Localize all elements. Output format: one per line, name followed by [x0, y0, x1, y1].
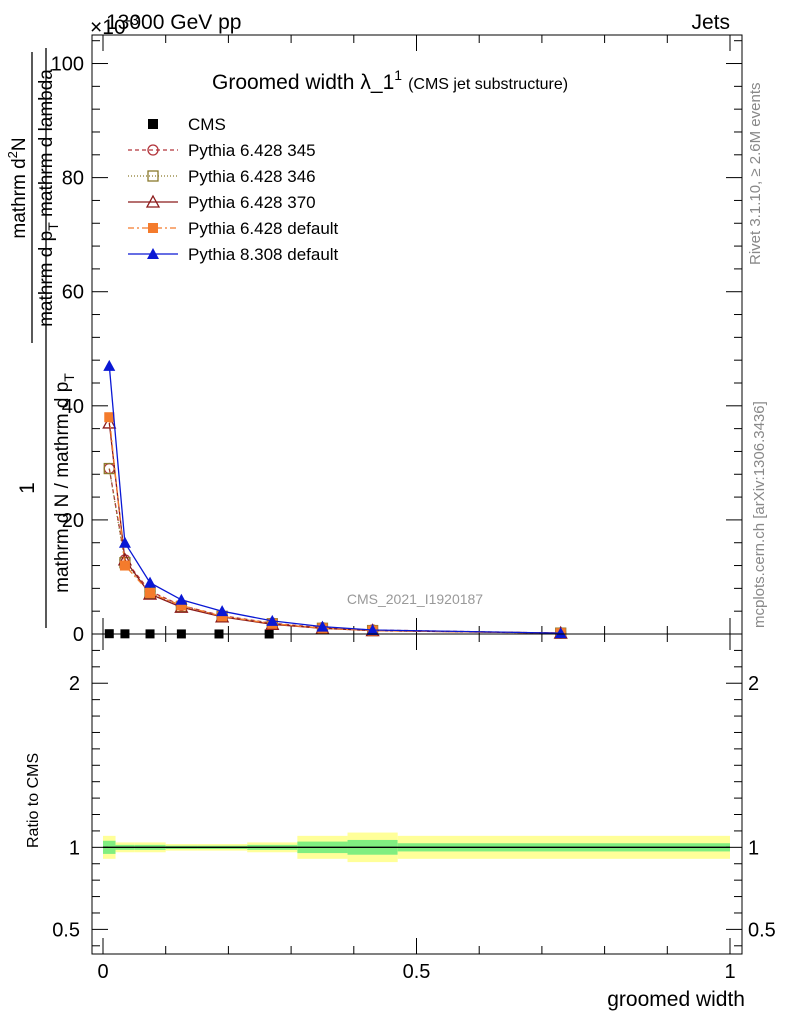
data-point	[103, 359, 116, 371]
header-energy: 13000 GeV pp	[106, 11, 241, 34]
rivet-label: Rivet 3.1.10, ≥ 2.6M events	[747, 83, 764, 266]
plot-title: Groomed width λ_11(CMS jet substructure)	[212, 67, 568, 94]
legend-item: Pythia 6.428 default	[128, 219, 339, 238]
series-line	[108, 365, 561, 634]
data-point	[176, 600, 187, 611]
main-ytick-label: 60	[62, 282, 84, 304]
ylabel-num-bottom: mathrm d pT mathrm d lambda	[36, 69, 61, 327]
ratio-axes: 0.5 0.5 1 1 2 2 0 0.5 1	[52, 634, 776, 983]
main-ylabel: 1 mathrm d N / mathrm d pT mathrm d2N ma…	[5, 48, 77, 628]
data-point	[366, 624, 379, 636]
ylabel-numerator-one: 1	[16, 482, 39, 494]
ratio-xtick-label: 1	[724, 961, 735, 983]
data-point	[147, 248, 159, 259]
main-ytick-label: 80	[62, 168, 84, 190]
ratio-ytick-label-right: 0.5	[748, 919, 776, 941]
data-point	[217, 611, 228, 622]
series-pythia-8-308-default	[103, 359, 567, 639]
data-point	[119, 560, 130, 571]
series-pythia-6-428-345	[103, 462, 567, 639]
data-point	[148, 223, 158, 233]
legend-label: Pythia 6.428 346	[188, 167, 316, 186]
legend-label: Pythia 6.428 default	[188, 219, 339, 238]
ylabel-num-top: mathrm d2N	[5, 137, 30, 238]
series-pythia-6-428-346	[103, 462, 567, 639]
ratio-ytick-label-right: 2	[748, 673, 759, 695]
data-point	[147, 144, 159, 156]
main-series	[102, 359, 568, 639]
data-point	[175, 593, 188, 605]
main-panel: 0 20 40 60 80 100 CMS_2021_I1920187 Groomed w…	[51, 34, 743, 646]
data-point	[216, 605, 229, 617]
data-point	[145, 194, 161, 208]
series-pythia-6-428-370	[102, 415, 568, 639]
data-point	[104, 412, 115, 423]
main-ytick-label: 20	[62, 510, 84, 532]
data-point	[145, 587, 156, 598]
ratio-ylabel: Ratio to CMS	[25, 753, 42, 848]
mcplots-label: mcplots.cern.ch [arXiv:1306.3436]	[751, 401, 768, 628]
main-axes: 0 20 40 60 80 100	[51, 35, 742, 646]
ratio-ytick-label-left: 2	[69, 673, 80, 695]
data-point	[148, 119, 158, 129]
legend-item: Pythia 6.428 345	[128, 141, 316, 160]
ratio-ytick-label-right: 1	[748, 837, 759, 859]
ylabel-denominator: mathrm d N / mathrm d pT	[52, 373, 77, 593]
data-point	[554, 627, 567, 639]
legend-label: Pythia 6.428 370	[188, 193, 316, 212]
data-point	[102, 415, 117, 429]
legend-item: Pythia 8.308 default	[128, 245, 339, 264]
legend-label: Pythia 8.308 default	[188, 245, 339, 264]
header-process: Jets	[691, 11, 730, 34]
data-point	[118, 536, 131, 548]
ratio-xtick-label: 0	[97, 961, 108, 983]
ratio-frame	[91, 633, 743, 955]
header-multiplier: ×10-3	[90, 12, 139, 39]
ratio-xtick-label: 0.5	[403, 961, 431, 983]
ratio-panel: 0.5 0.5 1 1 2 2 0 0.5 1	[52, 633, 776, 983]
watermark: CMS_2021_I1920187	[347, 591, 483, 607]
data-point	[144, 576, 157, 588]
legend: CMS Pythia 6.428 345 Pythia 6.428 346 Pythi…	[128, 115, 339, 264]
data-point	[266, 614, 279, 626]
legend-item: Pythia 6.428 370	[128, 193, 316, 212]
legend-label: Pythia 6.428 345	[188, 141, 316, 160]
ratio-ytick-label-left: 0.5	[52, 919, 80, 941]
data-point	[147, 170, 159, 182]
main-ytick-label: 0	[73, 624, 84, 646]
xlabel: groomed width	[607, 988, 745, 1011]
legend-item: Pythia 6.428 346	[128, 167, 316, 186]
legend-item: CMS	[148, 115, 226, 134]
legend-label: CMS	[188, 115, 226, 134]
main-ytick-label: 40	[62, 396, 84, 418]
data-point	[316, 620, 329, 632]
ratio-ytick-label-left: 1	[69, 837, 80, 859]
main-ytick-label: 100	[51, 54, 84, 76]
